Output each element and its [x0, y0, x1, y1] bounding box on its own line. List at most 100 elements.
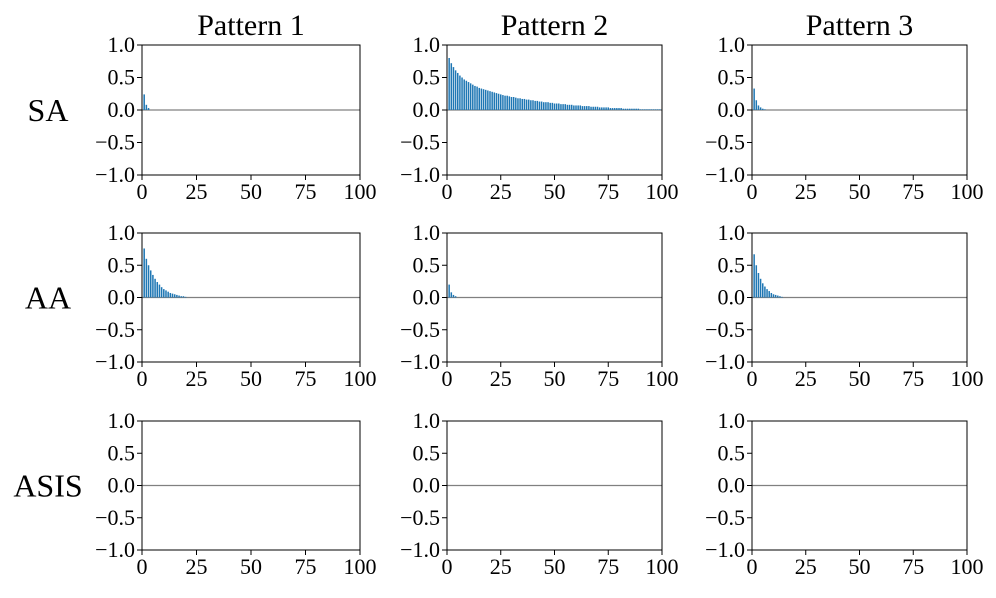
y-tick-label: −0.5 [95, 130, 135, 155]
x-tick-label: 75 [295, 366, 317, 391]
bar [761, 108, 764, 110]
y-tick-label: −1.0 [95, 537, 135, 562]
bar [504, 95, 506, 110]
bar [622, 108, 625, 110]
bar [607, 107, 610, 110]
x-tick-label: 0 [442, 554, 453, 579]
bar [764, 286, 766, 298]
bar [495, 93, 498, 110]
y-tick-label: 0.5 [108, 252, 136, 277]
bar [598, 107, 601, 110]
y-tick-label: 1.0 [718, 408, 746, 433]
y-tick-label: −1.0 [95, 349, 135, 374]
bar [487, 90, 489, 110]
bar [472, 84, 474, 110]
y-tick-label: 1.0 [108, 32, 136, 57]
bar [646, 109, 648, 110]
bar [480, 88, 483, 110]
bar [568, 104, 571, 110]
y-tick-label: 0.0 [718, 97, 746, 122]
y-tick-label: 0.0 [718, 473, 746, 498]
x-tick-label: 50 [240, 366, 262, 391]
bar [601, 107, 603, 110]
y-tick-label: 0.0 [108, 473, 136, 498]
bar [167, 291, 169, 298]
y-tick-label: 0.5 [413, 440, 441, 465]
bar [143, 94, 145, 110]
bar [165, 290, 167, 298]
x-tick-label: 100 [951, 366, 984, 391]
bar [540, 101, 543, 110]
bar [160, 287, 163, 298]
x-tick-label: 75 [295, 554, 317, 579]
row-label: ASIS [13, 468, 82, 504]
y-tick-label: −0.5 [705, 317, 745, 342]
bar [508, 96, 511, 110]
bar [631, 108, 633, 110]
x-tick-label: 75 [597, 179, 619, 204]
bar [620, 108, 622, 110]
bar [147, 108, 150, 110]
bar [757, 105, 760, 110]
bar [596, 106, 599, 110]
bar [635, 108, 637, 110]
bar [143, 248, 145, 298]
bar [454, 296, 457, 298]
bar [583, 106, 586, 110]
bar [454, 70, 457, 110]
bar [527, 99, 530, 110]
bar [450, 63, 453, 110]
bar [493, 92, 496, 110]
bar [452, 67, 455, 110]
bar [652, 109, 655, 110]
y-tick-label: 0.0 [718, 285, 746, 310]
bar [450, 292, 453, 298]
y-tick-label: −1.0 [400, 162, 440, 187]
bar [169, 292, 172, 298]
bar [502, 95, 504, 110]
y-tick-label: −1.0 [95, 162, 135, 187]
column-title: Pattern 3 [806, 9, 913, 42]
bar [650, 109, 653, 110]
x-tick-label: 100 [646, 179, 679, 204]
y-tick-label: 0.0 [108, 285, 136, 310]
bar [772, 294, 775, 298]
bar [560, 104, 562, 110]
x-tick-label: 50 [849, 366, 871, 391]
x-tick-label: 25 [795, 554, 817, 579]
bar [178, 295, 180, 298]
row-label: AA [25, 280, 71, 316]
y-tick-label: 1.0 [108, 220, 136, 245]
bar [530, 100, 532, 110]
x-tick-label: 25 [186, 554, 208, 579]
y-tick-label: 0.0 [108, 97, 136, 122]
bar [484, 89, 487, 110]
y-tick-label: −0.5 [400, 505, 440, 530]
bar [641, 109, 644, 110]
y-tick-label: 0.0 [413, 473, 441, 498]
bar [616, 108, 618, 110]
y-tick-label: 1.0 [413, 32, 441, 57]
x-tick-label: 75 [902, 366, 924, 391]
bar [564, 104, 567, 110]
bar [182, 296, 185, 298]
x-tick-label: 100 [344, 179, 377, 204]
bar [624, 108, 627, 110]
x-tick-label: 50 [849, 179, 871, 204]
bar [558, 103, 560, 110]
bar [519, 98, 521, 110]
bar [506, 95, 508, 110]
bar [147, 265, 150, 298]
x-tick-label: 0 [137, 179, 148, 204]
bar [757, 272, 760, 298]
bar [779, 296, 781, 298]
bar [156, 282, 159, 298]
bar [755, 100, 758, 110]
x-tick-label: 75 [902, 179, 924, 204]
bar [656, 109, 659, 110]
bar [461, 77, 463, 110]
bar [555, 103, 558, 110]
x-tick-label: 100 [646, 554, 679, 579]
bar [648, 109, 650, 110]
